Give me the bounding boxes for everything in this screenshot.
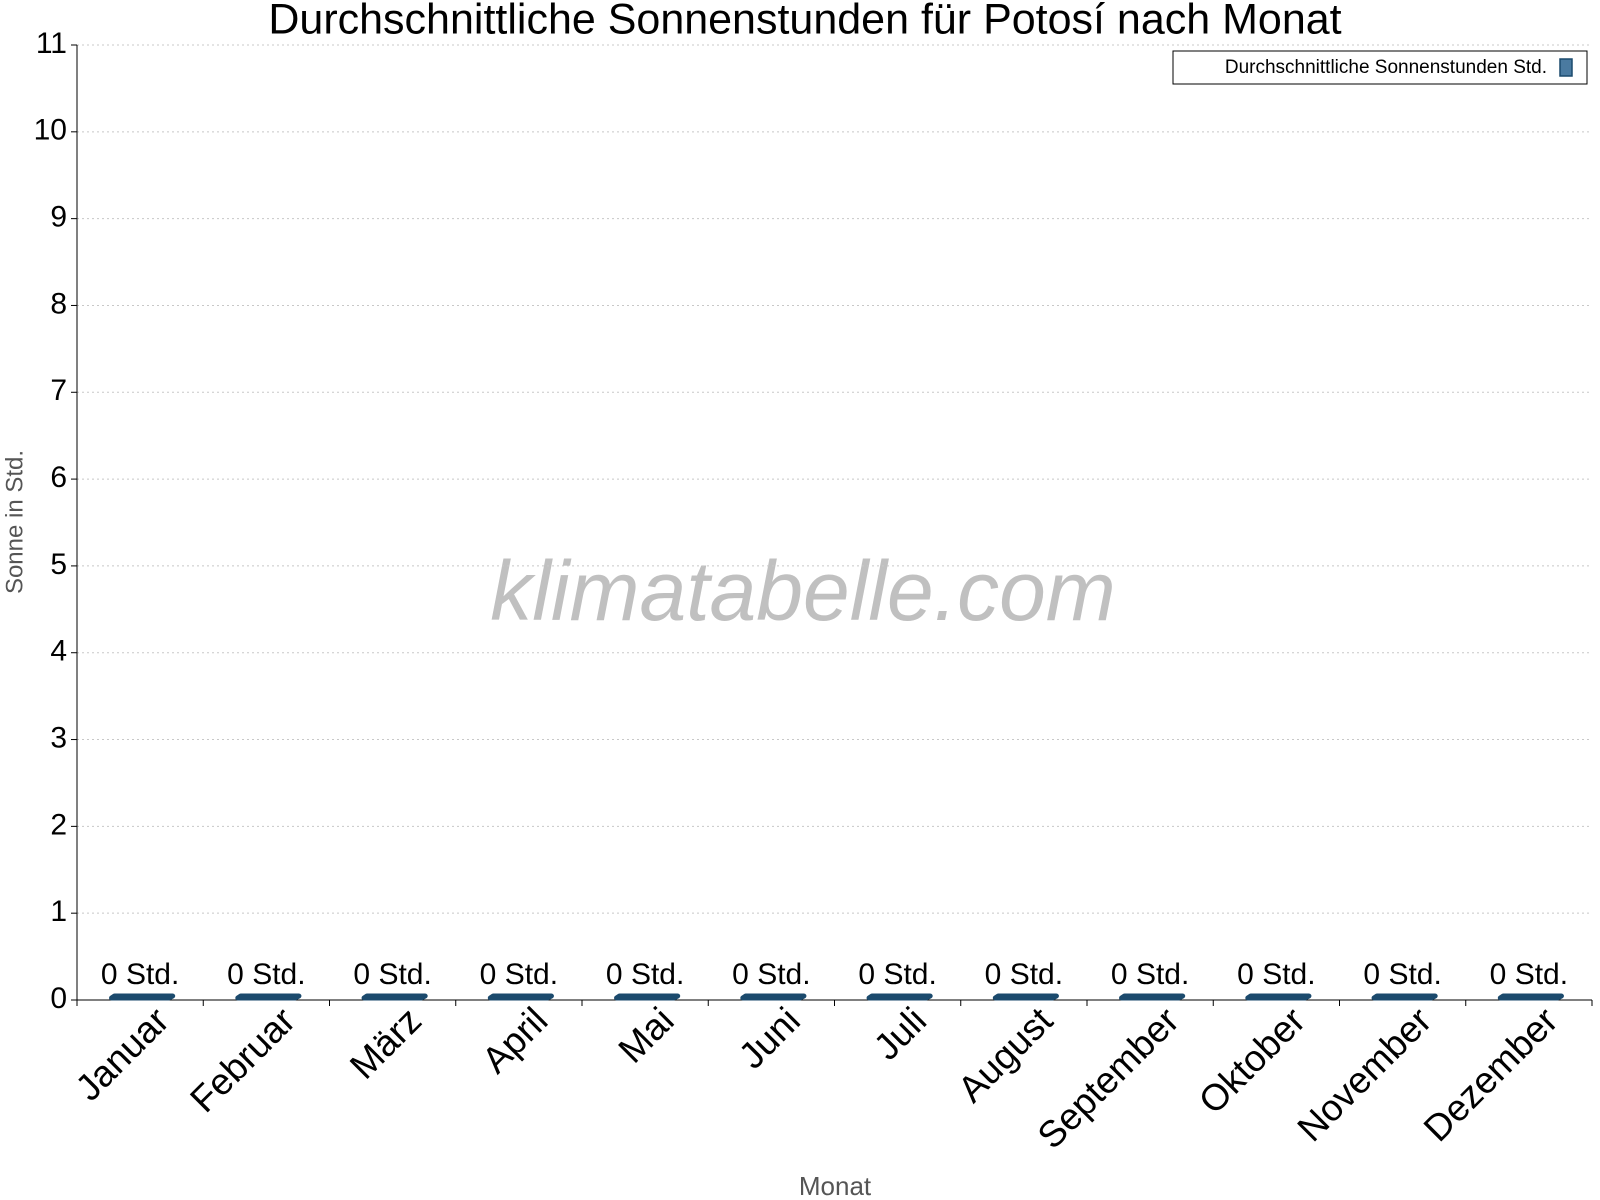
legend-box	[1172, 50, 1588, 85]
bar	[109, 993, 176, 1001]
bar	[1119, 993, 1186, 1001]
y-tick-label: 11	[36, 27, 67, 60]
x-axis-title: Monat	[799, 1171, 872, 1200]
y-tick-label: 7	[50, 374, 67, 407]
y-tick-label: 6	[50, 461, 67, 494]
watermark: klimatabelle.com	[490, 544, 1116, 638]
bar	[361, 993, 428, 1001]
bar	[740, 993, 807, 1001]
y-axis-title: Sonne in Std.	[1, 450, 28, 594]
x-tick-label: Oktober	[1191, 1000, 1313, 1122]
value-label: 0 Std.	[732, 958, 810, 991]
bar	[1245, 993, 1312, 1001]
value-label: 0 Std.	[1363, 958, 1441, 991]
bar	[1497, 993, 1564, 1001]
bar	[866, 993, 933, 1001]
y-tick-label: 0	[50, 982, 67, 1015]
y-tick-label: 2	[50, 808, 67, 841]
value-label: 0 Std.	[985, 958, 1063, 991]
x-tick-label: April	[474, 1000, 555, 1081]
bar	[614, 993, 681, 1001]
y-tick-label: 4	[50, 635, 67, 668]
x-tick-label: Februar	[182, 1000, 303, 1121]
value-label: 0 Std.	[1490, 958, 1568, 991]
bar	[487, 993, 554, 1001]
value-label: 0 Std.	[606, 958, 684, 991]
value-label: 0 Std.	[1237, 958, 1315, 991]
y-tick-label: 3	[50, 721, 67, 754]
bar	[235, 993, 302, 1001]
x-tick-label: März	[342, 1000, 429, 1087]
y-tick-label: 9	[50, 201, 67, 234]
x-tick-label: Januar	[68, 1000, 177, 1109]
bar	[1371, 993, 1438, 1001]
x-tick-label: Mai	[611, 1000, 682, 1071]
y-tick-label: 10	[34, 114, 67, 147]
x-tick-label: August	[950, 999, 1061, 1110]
x-tick-label: November	[1290, 1000, 1440, 1150]
chart-title: Durchschnittliche Sonnenstunden für Poto…	[268, 0, 1341, 43]
y-tick-label: 8	[50, 287, 67, 320]
x-tick-label: Dezember	[1416, 1000, 1566, 1150]
legend-label: Durchschnittliche Sonnenstunden Std.	[1225, 57, 1547, 78]
y-tick-label: 5	[50, 548, 67, 581]
x-tick-label: Juni	[731, 1000, 808, 1077]
bar	[992, 993, 1059, 1001]
value-label: 0 Std.	[858, 958, 936, 991]
value-label: 0 Std.	[101, 958, 179, 991]
value-label: 0 Std.	[480, 958, 558, 991]
y-tick-label: 1	[50, 895, 67, 928]
value-label: 0 Std.	[227, 958, 305, 991]
value-label: 0 Std.	[1111, 958, 1189, 991]
x-tick-label: Juli	[866, 1000, 934, 1068]
value-label: 0 Std.	[353, 958, 431, 991]
legend-swatch	[1559, 58, 1573, 77]
